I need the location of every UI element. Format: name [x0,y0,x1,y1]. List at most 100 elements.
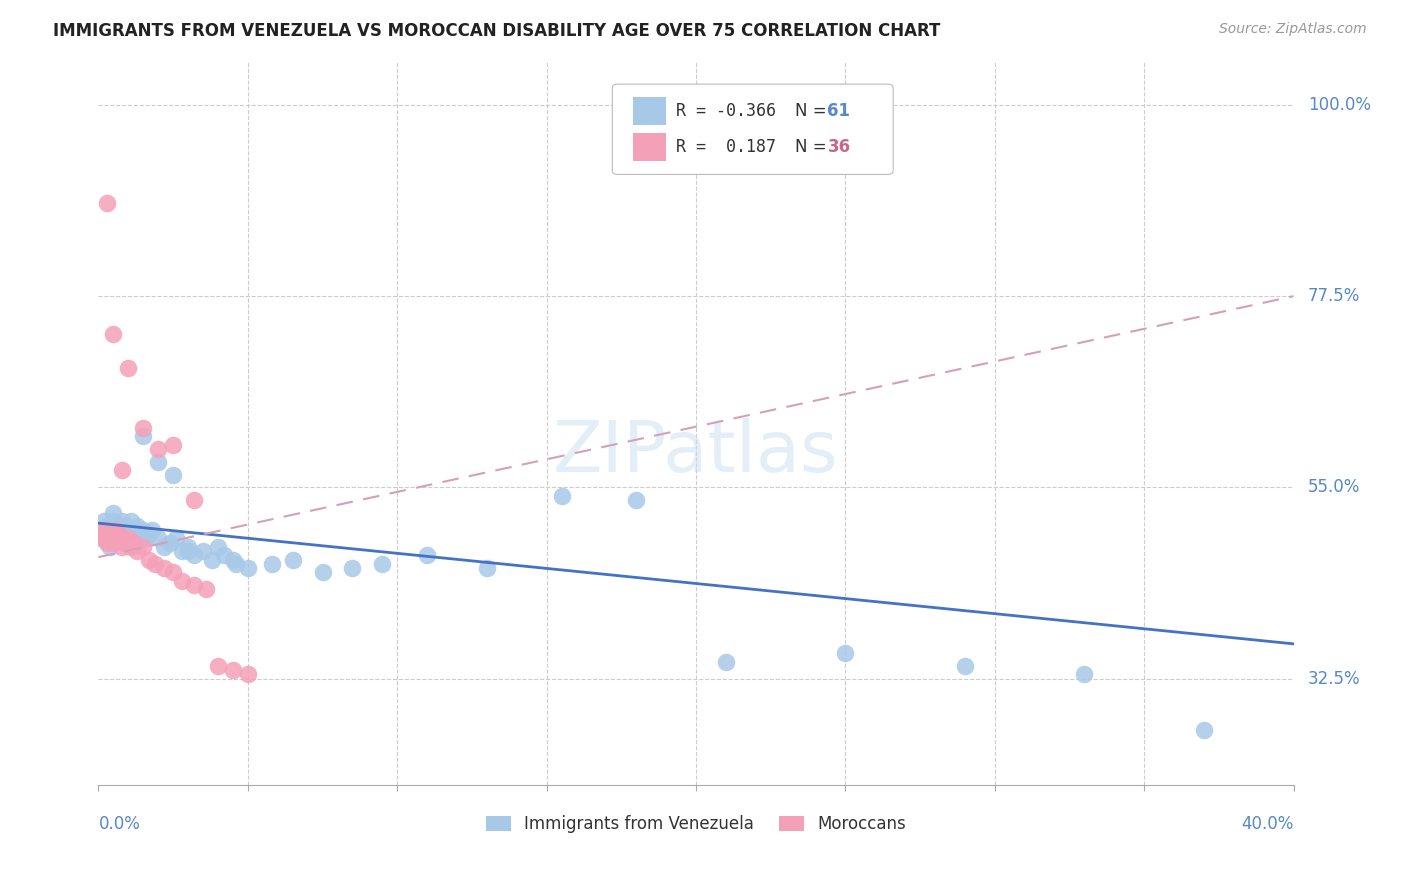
Point [236,561,259,575]
Point [124,532,146,546]
Point [550,489,572,503]
Point [105,523,128,537]
Text: 36: 36 [827,138,851,156]
Point [103,532,125,546]
Point [117,532,139,546]
Text: N =: N = [796,138,832,156]
Point [953,659,976,673]
Point [117,361,139,376]
Point [236,667,259,681]
Text: 100.0%: 100.0% [1308,96,1371,114]
Point [201,552,224,566]
Point [132,421,155,435]
Point [153,540,176,554]
Point [117,532,139,546]
Point [129,527,152,541]
Point [96,535,118,549]
Point [108,527,131,541]
Text: 55.0%: 55.0% [1308,478,1360,497]
Point [714,655,737,669]
Text: N =: N = [796,102,832,120]
Text: R = -0.366: R = -0.366 [676,102,776,120]
Point [207,659,229,673]
Point [103,515,125,529]
Point [342,561,364,575]
Text: Source: ZipAtlas.com: Source: ZipAtlas.com [1219,22,1367,37]
Point [183,493,205,508]
Point [98,523,122,537]
Point [153,561,176,575]
Point [111,515,134,529]
Point [191,544,214,558]
Point [105,523,128,537]
Point [90,523,112,537]
Point [93,532,115,546]
Point [103,535,125,549]
Point [222,663,245,677]
Point [114,527,136,541]
Point [177,544,200,558]
Text: IMMIGRANTS FROM VENEZUELA VS MOROCCAN DISABILITY AGE OVER 75 CORRELATION CHART: IMMIGRANTS FROM VENEZUELA VS MOROCCAN DI… [53,22,941,40]
Point [132,429,155,443]
Point [138,527,160,541]
FancyBboxPatch shape [613,84,893,175]
Point [172,544,194,558]
Point [135,532,157,546]
Text: R =  0.187: R = 0.187 [676,138,776,156]
Point [222,552,245,566]
Point [93,523,115,537]
Bar [633,133,666,161]
Point [172,574,194,588]
Point [98,527,122,541]
Point [108,532,131,546]
Point [371,557,394,571]
Point [96,518,118,533]
Point [124,535,146,549]
Point [416,549,439,563]
Text: 61: 61 [827,102,851,120]
Point [111,540,134,554]
Point [103,532,125,546]
Point [127,544,149,558]
Point [108,532,131,546]
Point [1192,723,1215,737]
Point [132,523,155,537]
Point [93,527,115,541]
Point [475,561,498,575]
Text: 40.0%: 40.0% [1241,815,1294,833]
Point [120,540,142,554]
Point [93,515,115,529]
Point [120,527,142,541]
Point [162,566,184,580]
Point [117,523,139,537]
Point [105,527,128,541]
Point [96,195,118,210]
Point [96,527,118,541]
Point [108,518,131,533]
Point [225,557,247,571]
Point [159,535,181,549]
Text: 32.5%: 32.5% [1308,670,1361,688]
Point [96,523,118,537]
Legend: Immigrants from Venezuela, Moroccans: Immigrants from Venezuela, Moroccans [478,807,914,842]
Point [111,523,134,537]
Point [260,557,283,571]
Point [311,566,333,580]
Point [207,540,229,554]
Point [165,532,187,546]
Point [626,493,648,508]
Point [195,582,218,597]
Point [141,523,163,537]
Point [177,540,200,554]
Point [98,540,122,554]
Point [132,540,155,554]
Point [148,442,170,457]
Point [90,532,112,546]
Point [120,515,142,529]
Point [183,578,205,592]
Text: 0.0%: 0.0% [98,815,141,833]
Point [148,532,170,546]
Point [114,535,136,549]
Point [281,552,304,566]
Point [183,549,205,563]
